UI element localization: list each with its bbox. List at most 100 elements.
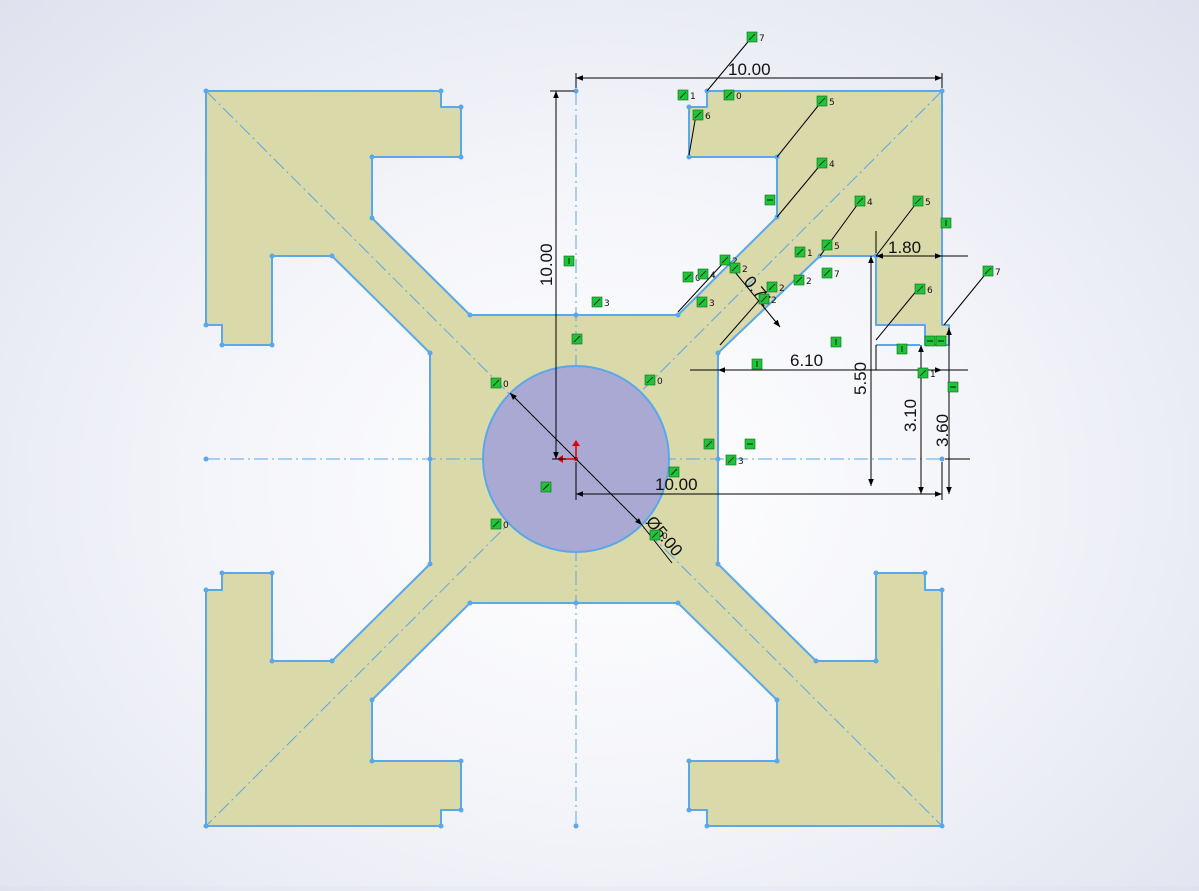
relation-badge[interactable]: 0: [490, 377, 509, 390]
relation-badge[interactable]: 7: [746, 31, 765, 44]
vertex[interactable]: [675, 600, 681, 606]
dimension-left-height-label[interactable]: 10.00: [537, 243, 556, 286]
relation-badge[interactable]: 1: [794, 246, 813, 259]
vertical-relation-icon[interactable]: [751, 358, 763, 370]
vertex[interactable]: [458, 807, 464, 813]
relation-badge[interactable]: 2: [793, 274, 812, 287]
relation-badge[interactable]: 7: [982, 265, 1001, 278]
dimension-lip-height-a-label[interactable]: 3.10: [901, 399, 920, 432]
vertex[interactable]: [873, 570, 879, 576]
vertex[interactable]: [939, 456, 945, 462]
relation-badge[interactable]: 7: [821, 267, 840, 280]
vertex[interactable]: [427, 350, 433, 356]
vertex[interactable]: [774, 697, 780, 703]
dimension-inner-offset-label[interactable]: 6.10: [790, 351, 823, 370]
diagonal-construction-line[interactable]: [205, 90, 943, 827]
relation-index: 1: [690, 92, 696, 102]
vertex[interactable]: [686, 807, 692, 813]
diagonal-construction-line[interactable]: [205, 90, 943, 827]
vertical-relation-icon[interactable]: [940, 217, 952, 229]
relation-badge[interactable]: 6: [692, 109, 711, 122]
vertex[interactable]: [369, 215, 375, 221]
vertex[interactable]: [427, 561, 433, 567]
relation-badge[interactable]: 0: [723, 89, 742, 102]
vertex[interactable]: [686, 154, 692, 160]
vertex[interactable]: [774, 758, 780, 764]
vertex[interactable]: [269, 658, 275, 664]
vertex[interactable]: [369, 154, 375, 160]
relation-badge[interactable]: 4: [816, 157, 835, 170]
relation-badge[interactable]: 2: [719, 254, 738, 267]
vertex[interactable]: [438, 823, 444, 829]
relation-badge[interactable]: 2: [729, 262, 748, 275]
vertical-relation-icon[interactable]: [896, 343, 908, 355]
vertex[interactable]: [329, 253, 335, 259]
relation-badge[interactable]: 5: [912, 195, 931, 208]
relation-badge[interactable]: 2: [766, 281, 785, 294]
vertex[interactable]: [873, 658, 879, 664]
relation-badge[interactable]: 0: [649, 529, 668, 542]
relation-badge[interactable]: 0: [490, 518, 509, 531]
vertex[interactable]: [467, 600, 473, 606]
vertex[interactable]: [939, 587, 945, 593]
vertex[interactable]: [686, 758, 692, 764]
vertex[interactable]: [686, 104, 692, 110]
relation-badge[interactable]: 3: [725, 454, 744, 467]
horizontal-relation-icon[interactable]: [744, 438, 756, 450]
relation-badge[interactable]: 0: [644, 374, 663, 387]
dimension-slot-depth-label[interactable]: 5.50: [851, 362, 870, 395]
relation-badge[interactable]: 5: [821, 239, 840, 252]
vertex[interactable]: [715, 350, 721, 356]
vertex[interactable]: [922, 570, 928, 576]
horizontal-relation-icon[interactable]: [947, 381, 959, 393]
horizontal-relation-icon[interactable]: [764, 194, 776, 206]
coincident-relation-icon[interactable]: [703, 438, 715, 450]
vertex[interactable]: [458, 154, 464, 160]
vertex[interactable]: [438, 88, 444, 94]
relation-badge[interactable]: 4: [854, 195, 873, 208]
relation-badge[interactable]: 5: [816, 95, 835, 108]
dimension-lip-height-b-label[interactable]: 3.60: [933, 414, 952, 447]
coincident-relation-icon[interactable]: [540, 481, 552, 493]
vertex[interactable]: [269, 570, 275, 576]
vertex[interactable]: [813, 658, 819, 664]
vertex[interactable]: [715, 561, 721, 567]
vertex[interactable]: [203, 587, 209, 593]
relation-badge[interactable]: 3: [591, 296, 610, 309]
dimension-slot-width-label[interactable]: 1.80: [888, 238, 921, 257]
coincident-relation-icon[interactable]: [668, 466, 680, 478]
relation-badge[interactable]: 1: [917, 367, 936, 380]
vertex[interactable]: [203, 322, 209, 328]
dimension-center-width-label[interactable]: 10.00: [655, 475, 698, 494]
vertex[interactable]: [219, 570, 225, 576]
relation-badge[interactable]: 2: [758, 293, 777, 306]
vertex[interactable]: [369, 697, 375, 703]
vertex[interactable]: [458, 758, 464, 764]
dimension-hole-diameter[interactable]: [509, 392, 643, 526]
vertex[interactable]: [269, 342, 275, 348]
vertex[interactable]: [458, 104, 464, 110]
vertex[interactable]: [219, 342, 225, 348]
relation-badge[interactable]: 4: [697, 268, 716, 281]
vertical-relation-icon[interactable]: [830, 336, 842, 348]
horizontal-relation-icon[interactable]: [935, 335, 947, 347]
dimension-chamfer[interactable]: [729, 265, 781, 328]
relation-badge[interactable]: 3: [696, 296, 715, 309]
vertex[interactable]: [369, 758, 375, 764]
coincident-relation-icon[interactable]: [571, 333, 583, 345]
vertex[interactable]: [269, 253, 275, 259]
relation-badge[interactable]: 6: [914, 283, 933, 296]
vertex[interactable]: [675, 312, 681, 318]
relation-index: 2: [779, 284, 785, 294]
vertex[interactable]: [467, 312, 473, 318]
vertex[interactable]: [573, 823, 579, 829]
vertex[interactable]: [704, 823, 710, 829]
vertical-relation-icon[interactable]: [563, 255, 575, 267]
relation-badge[interactable]: 1: [677, 89, 696, 102]
dimension-top-width-label[interactable]: 10.00: [728, 60, 771, 79]
vertex[interactable]: [329, 658, 335, 664]
horizontal-relation-icon[interactable]: [924, 335, 936, 347]
relation-index: 2: [806, 277, 812, 287]
